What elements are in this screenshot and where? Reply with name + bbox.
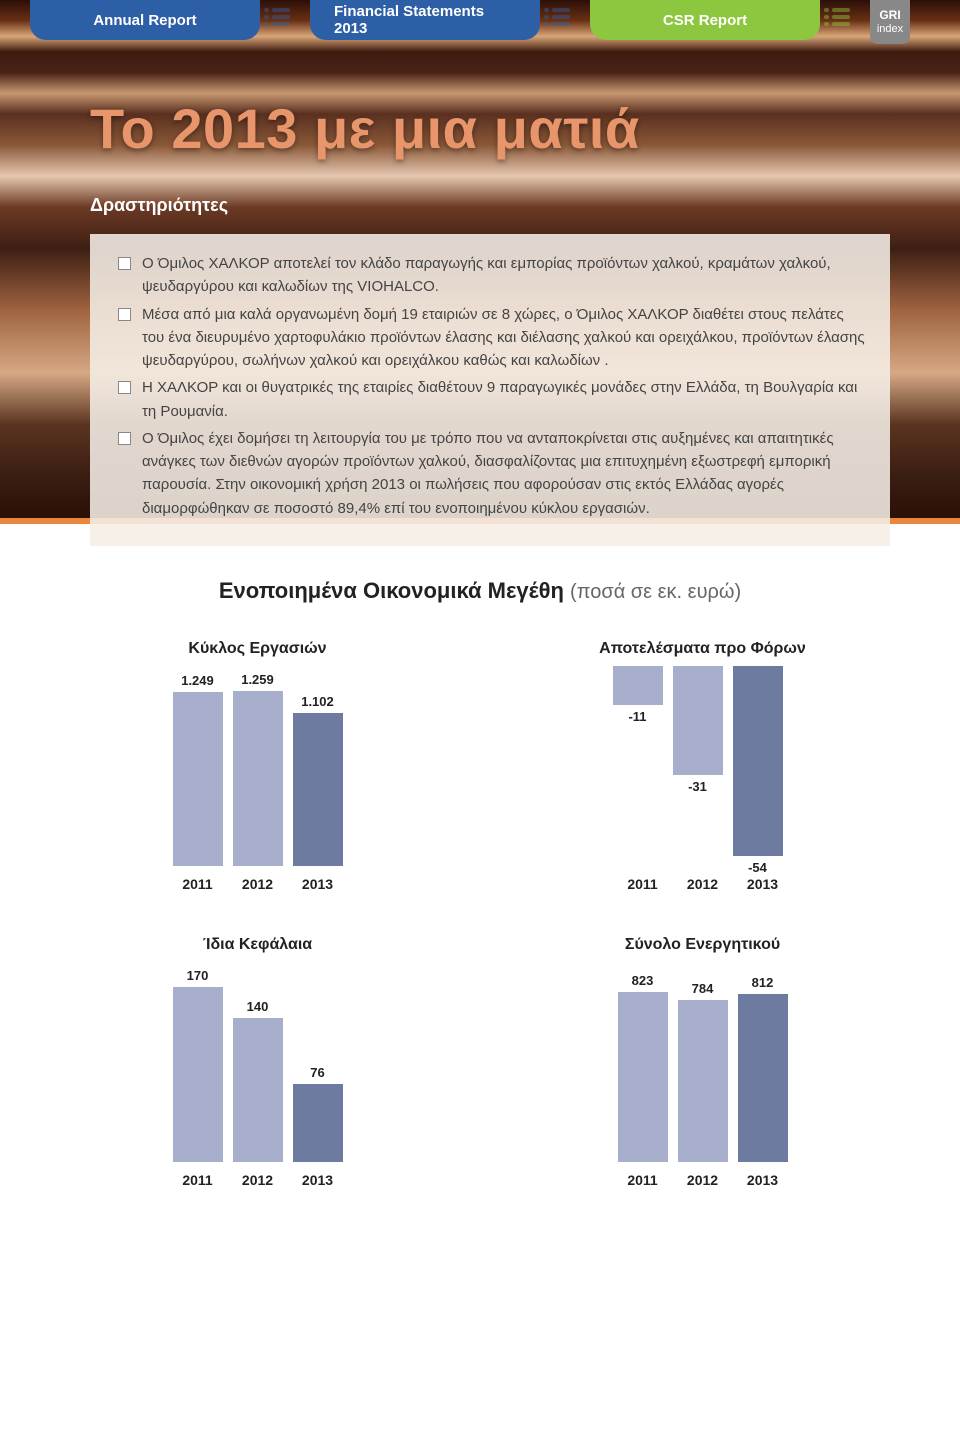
bar-value-label: 1.259 [241, 672, 274, 687]
list-icon [824, 8, 850, 30]
bar-col: 823 [618, 973, 668, 1162]
bar-rect [673, 666, 723, 775]
bar-col: 1.259 [233, 672, 283, 866]
bar-rect [233, 1018, 283, 1162]
bar-rect [293, 1084, 343, 1162]
bar-col: 76 [293, 1065, 343, 1162]
tab-label: Annual Report [93, 12, 196, 29]
gri-label-top: GRI [879, 9, 900, 22]
page-title: Το 2013 με μια ματιά [90, 96, 890, 161]
chart-title: Σύνολο Ενεργητικού [625, 936, 780, 954]
tab-annual-report[interactable]: Annual Report [30, 0, 260, 40]
bar-col: -54 [733, 666, 783, 875]
x-axis-label: 2012 [678, 1172, 728, 1188]
charts-heading-light: (ποσά σε εκ. ευρώ) [570, 581, 741, 603]
x-axis-label: 2011 [173, 876, 223, 892]
bar-col: -31 [673, 666, 723, 794]
x-labels: 2011 2012 2013 [163, 1172, 353, 1188]
charts-heading-bold: Ενοποιημένα Οικονομικά Μεγέθη [219, 578, 564, 603]
chart-title: Αποτελέσματα προ Φόρων [599, 640, 806, 658]
x-axis-label: 2011 [618, 1172, 668, 1188]
x-axis-label: 2012 [233, 876, 283, 892]
bar-value-label: 76 [310, 1065, 324, 1080]
bar-value-label: 1.249 [181, 673, 214, 688]
list-icon [544, 8, 570, 30]
chart-assets: Σύνολο Ενεργητικού 823784812 20112012201… [565, 936, 840, 1188]
tabs-row: Annual Report Financial Statements 2013 … [0, 0, 960, 46]
bar-value-label: 812 [752, 975, 774, 990]
x-labels: 2011 2012 2013 [163, 876, 353, 892]
hero-section: Το 2013 με μια ματιά Δραστηριότητες Ο Όμ… [0, 0, 960, 524]
gri-index-badge[interactable]: GRI index [870, 0, 910, 44]
x-axis-label: 2012 [678, 876, 728, 892]
chart-title: Κύκλος Εργασιών [188, 640, 326, 658]
chart-title: Ίδια Κεφάλαια [203, 936, 312, 954]
x-axis-label: 2013 [293, 876, 343, 892]
x-labels: 2011 2012 2013 [608, 876, 798, 892]
bar-col: 170 [173, 968, 223, 1162]
bar-value-label: -11 [628, 709, 646, 724]
charts-section: Ενοποιημένα Οικονομικά Μεγέθη (ποσά σε ε… [0, 524, 960, 1228]
bar-value-label: -31 [688, 779, 707, 794]
bar-rect [733, 666, 783, 856]
bar-value-label: 823 [632, 973, 654, 988]
bar-col: 140 [233, 999, 283, 1162]
tab-csr-report[interactable]: CSR Report [590, 0, 820, 40]
chart-turnover: Κύκλος Εργασιών 1.249 1.259 1.102 2011 2012… [120, 640, 395, 892]
activities-heading: Δραστηριότητες [90, 195, 890, 216]
bar-rect [293, 713, 343, 866]
bars-area: 823 784 812 [608, 962, 798, 1162]
bar-rect [173, 987, 223, 1162]
x-axis-label: 2013 [738, 1172, 788, 1188]
x-axis-label: 2012 [233, 1172, 283, 1188]
bar-rect [678, 1000, 728, 1162]
x-axis-label: 2011 [618, 876, 668, 892]
bar-value-label: 140 [247, 999, 269, 1014]
activity-bullet: Η ΧΑΛΚΟΡ και οι θυγατρικές της εταιρίες … [118, 376, 868, 423]
bars-area: 170 140 76 [163, 962, 353, 1162]
bar-value-label: 1.102 [301, 694, 334, 709]
chart-pretax: Αποτελέσματα προ Φόρων -11-31-54 2011201… [565, 640, 840, 892]
tab-label: CSR Report [663, 12, 747, 29]
tab-financial-statements[interactable]: Financial Statements 2013 [310, 0, 540, 40]
bar-col: -11 [613, 666, 663, 724]
gri-label-bottom: index [877, 23, 903, 35]
x-axis-label: 2013 [293, 1172, 343, 1188]
bar-value-label: -54 [748, 860, 767, 875]
bar-col: 1.102 [293, 694, 343, 866]
bars-area: 1.249 1.259 1.102 [163, 666, 353, 866]
activity-bullet: Ο Όμιλος έχει δομήσει τη λειτουργία του … [118, 427, 868, 520]
x-axis-label: 2011 [173, 1172, 223, 1188]
bar-rect [173, 692, 223, 866]
bar-value-label: 170 [187, 968, 209, 983]
bar-rect [738, 994, 788, 1162]
bars-area: -11-31-54 [608, 666, 798, 866]
bar-rect [613, 666, 663, 705]
chart-equity: Ίδια Κεφάλαια 170 140 76 2011 2012 2013 [120, 936, 395, 1188]
bar-col: 784 [678, 981, 728, 1162]
bar-rect [618, 992, 668, 1162]
bar-value-label: 784 [692, 981, 714, 996]
list-icon [264, 8, 290, 30]
activities-box: Ο Όμιλος ΧΑΛΚΟΡ αποτελεί τον κλάδο παραγ… [90, 234, 890, 546]
bar-rect [233, 691, 283, 866]
bar-col: 812 [738, 975, 788, 1162]
tab-label: Financial Statements 2013 [334, 3, 516, 37]
x-axis-label: 2013 [738, 876, 788, 892]
activity-bullet: Ο Όμιλος ΧΑΛΚΟΡ αποτελεί τον κλάδο παραγ… [118, 252, 868, 299]
bar-col: 1.249 [173, 673, 223, 866]
x-labels: 2011 2012 2013 [608, 1172, 798, 1188]
charts-heading: Ενοποιημένα Οικονομικά Μεγέθη (ποσά σε ε… [0, 578, 960, 604]
activity-bullet: Μέσα από μια καλά οργανωμένη δομή 19 ετα… [118, 303, 868, 373]
